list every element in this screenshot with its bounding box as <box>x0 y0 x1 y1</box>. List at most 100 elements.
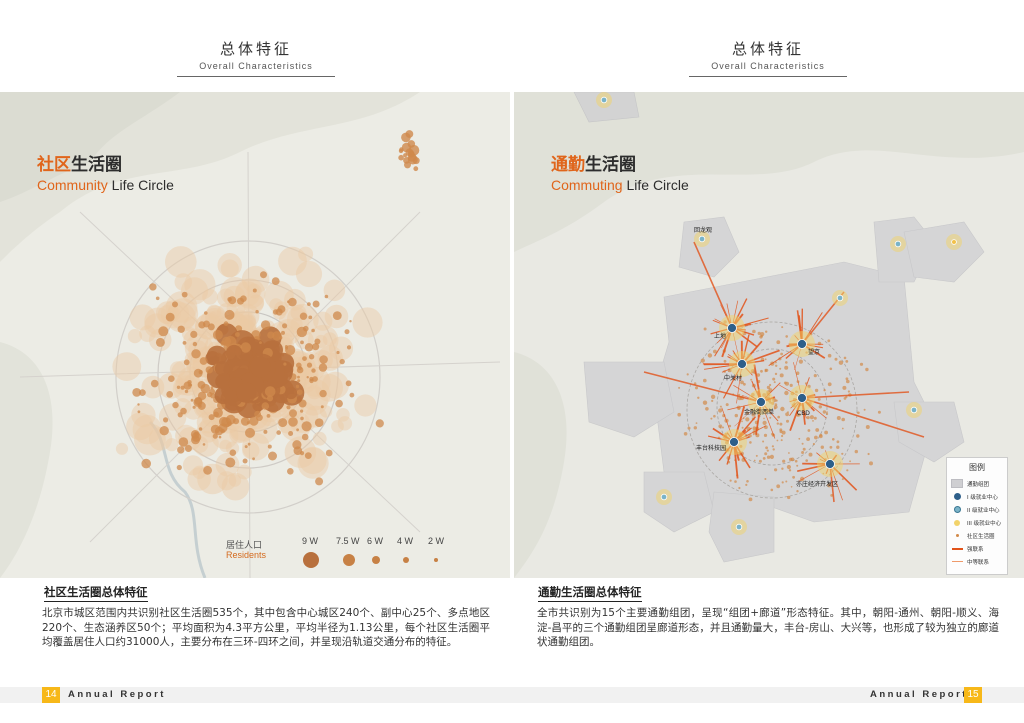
community-dot <box>806 437 810 441</box>
legend-circle-2w <box>434 558 438 562</box>
resident-bubble <box>200 383 211 394</box>
resident-bubble <box>311 328 315 333</box>
community-circle-area <box>157 372 185 399</box>
resident-bubble <box>165 312 175 322</box>
legend-value-7-5w: 7.5 W <box>336 536 360 546</box>
community-dot <box>805 459 808 462</box>
community-circle-area <box>234 303 260 329</box>
community-dot <box>713 349 717 354</box>
community-dot <box>797 413 801 417</box>
community-circle-area <box>300 366 331 397</box>
residents-legend: 居住人口 Residents 9 W 7.5 W 6 W 4 W 2 W <box>226 536 506 576</box>
resident-bubble <box>278 418 288 428</box>
legend-title: 图例 <box>969 463 985 472</box>
resident-bubble <box>285 345 296 356</box>
community-dot <box>838 360 844 365</box>
resident-bubble <box>205 366 213 374</box>
resident-bubble <box>314 418 324 428</box>
community-circle-area <box>165 246 197 278</box>
community-circle-area <box>312 431 327 446</box>
community-circle-area <box>174 398 192 416</box>
resident-bubble <box>198 370 203 375</box>
resident-bubble <box>307 302 311 306</box>
community-circle-area <box>192 465 206 479</box>
community-dot <box>834 357 838 361</box>
legend-label: 强联系 <box>967 546 984 553</box>
community-dot <box>785 361 788 364</box>
community-dot <box>822 410 827 414</box>
community-dot <box>865 425 870 429</box>
legend-row-strong-link: 强联系 <box>947 542 1007 555</box>
resident-bubble <box>203 465 213 475</box>
community-dot <box>753 459 756 462</box>
community-dot <box>812 420 814 422</box>
resident-bubble <box>225 457 236 468</box>
community-dot <box>795 371 800 376</box>
commute-corridor <box>693 241 733 329</box>
resident-bubble <box>212 329 223 340</box>
commute-corridor <box>801 397 925 438</box>
community-dot <box>763 417 765 420</box>
community-dot <box>695 422 698 424</box>
resident-bubble <box>197 391 207 401</box>
community-dot <box>725 403 729 407</box>
community-dot <box>762 420 767 425</box>
community-circle-area <box>165 302 196 333</box>
community-dot <box>777 415 780 419</box>
community-circle-area <box>229 425 247 444</box>
resident-bubble <box>252 457 256 461</box>
community-dot <box>785 480 788 483</box>
resident-bubble <box>150 379 159 388</box>
resident-bubble <box>190 398 194 402</box>
resident-bubble <box>183 359 190 366</box>
resident-bubble <box>191 432 202 442</box>
resident-bubble <box>399 147 404 152</box>
community-dot <box>705 407 709 411</box>
resident-bubble <box>182 341 187 345</box>
resident-bubble <box>225 423 230 427</box>
community-dot <box>788 452 790 454</box>
resident-bubble <box>225 344 243 362</box>
resident-bubble <box>247 442 251 446</box>
resident-bubble <box>264 386 276 397</box>
map-title-en-rest: Life Circle <box>107 177 174 193</box>
legend-row-level2: II 级就业中心 <box>947 503 1007 516</box>
residents-label-en: Residents <box>226 550 267 560</box>
resident-bubble <box>336 350 340 355</box>
community-dot <box>772 377 776 381</box>
employment-center-ne1 <box>894 240 902 248</box>
resident-bubble <box>202 443 206 446</box>
community-circle-area <box>165 438 179 452</box>
resident-bubble <box>197 401 206 410</box>
legend-label: 中等联系 <box>967 559 990 566</box>
community-dot <box>843 356 847 360</box>
resident-bubble <box>288 297 297 307</box>
community-dot <box>812 442 815 446</box>
employment-center-wangjing <box>797 339 807 349</box>
community-circle-area <box>329 336 354 361</box>
resident-bubble <box>250 356 271 378</box>
community-dot <box>841 417 845 422</box>
map-title-en-highlight: Commuting <box>551 177 623 193</box>
community-circle-area <box>206 304 222 319</box>
employment-center-zhongguancun <box>737 359 747 369</box>
resident-bubble <box>177 412 183 418</box>
level1-center-icon <box>951 492 963 502</box>
section-title: 社区生活圈总体特征 <box>44 584 148 602</box>
community-circle-area <box>127 329 142 344</box>
community-circle-area <box>182 455 204 476</box>
resident-bubble <box>212 433 218 439</box>
resident-bubble <box>272 309 279 315</box>
community-circle-area <box>129 304 156 331</box>
employment-center-shangdi <box>727 323 737 333</box>
community-dot <box>785 335 788 338</box>
resident-bubble <box>299 312 308 320</box>
community-dot <box>824 430 828 435</box>
map-legend: 图例 通勤组团 I 级就业中心 II 级就业中心 III 级就业中心 社区生活圈 <box>946 457 1008 575</box>
community-dot <box>757 331 761 335</box>
resident-bubble <box>308 315 313 320</box>
employment-center-yizhuang <box>825 459 835 469</box>
community-dot <box>780 406 785 412</box>
community-dot <box>814 388 819 393</box>
community-dot <box>740 380 744 385</box>
